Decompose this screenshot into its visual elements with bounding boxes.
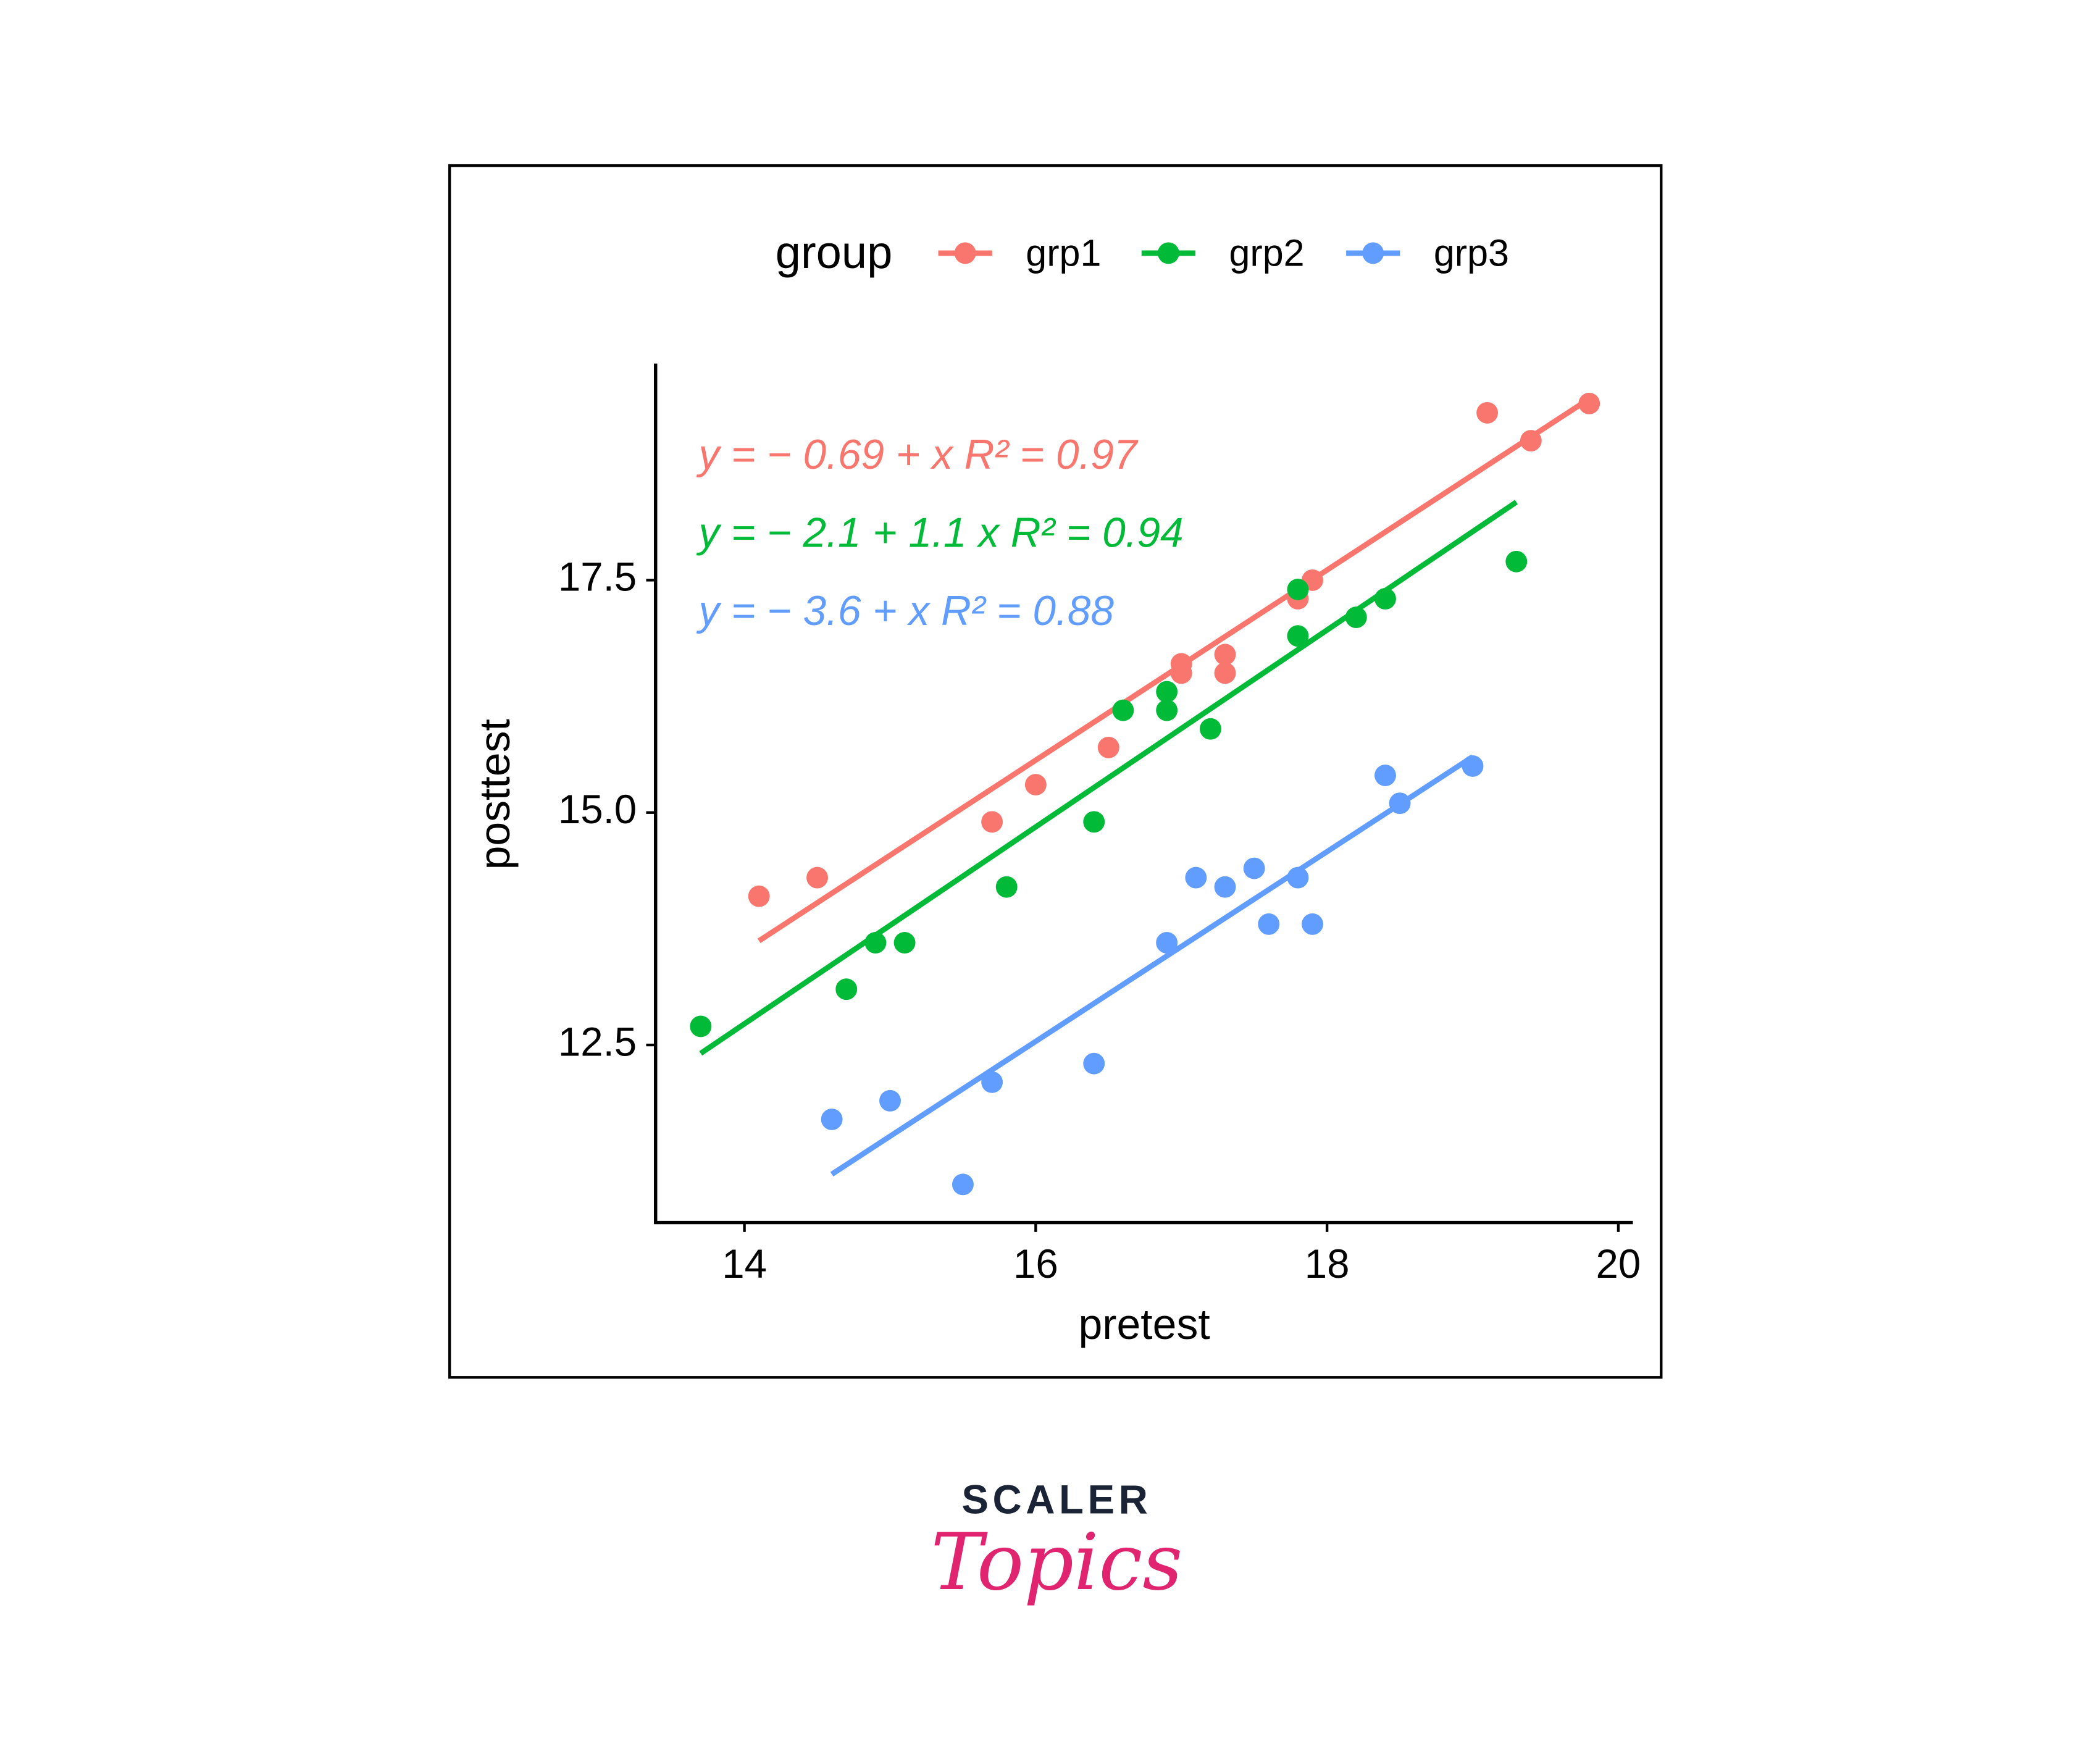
point bbox=[1374, 588, 1396, 610]
x-tick-label: 14 bbox=[722, 1241, 767, 1286]
point bbox=[981, 811, 1003, 833]
x-tick-label: 16 bbox=[1013, 1241, 1058, 1286]
point bbox=[1214, 876, 1236, 898]
legend-label: grp1 bbox=[1026, 232, 1101, 274]
legend-title: group bbox=[776, 227, 893, 278]
point bbox=[1170, 662, 1192, 684]
point bbox=[981, 1071, 1003, 1093]
point bbox=[835, 978, 858, 1000]
point bbox=[806, 866, 828, 889]
point bbox=[1302, 913, 1323, 935]
chart-frame bbox=[448, 164, 1663, 1379]
point bbox=[1287, 625, 1309, 647]
point bbox=[1476, 401, 1499, 424]
equation: y = − 0.69 + x R² = 0.97 bbox=[696, 432, 1138, 478]
point bbox=[821, 1109, 843, 1130]
point bbox=[1243, 857, 1265, 879]
point bbox=[1258, 913, 1280, 935]
y-axis-label: posttest bbox=[471, 719, 519, 870]
point bbox=[1156, 681, 1178, 703]
legend-key-point bbox=[1157, 242, 1179, 264]
point bbox=[1520, 430, 1542, 452]
point bbox=[1199, 718, 1221, 740]
y-tick-label: 17.5 bbox=[558, 555, 637, 600]
point bbox=[690, 1015, 712, 1038]
point bbox=[893, 932, 916, 954]
legend-key-point bbox=[954, 242, 976, 264]
x-tick-label: 20 bbox=[1596, 1241, 1641, 1286]
x-tick-label: 18 bbox=[1305, 1241, 1350, 1286]
legend-key-point bbox=[1362, 242, 1384, 264]
point bbox=[864, 932, 887, 954]
x-axis-label: pretest bbox=[1078, 1300, 1210, 1348]
legend-label: grp3 bbox=[1434, 232, 1509, 274]
legend-label: grp2 bbox=[1229, 232, 1304, 274]
point bbox=[995, 876, 1018, 898]
logo-top: SCALER bbox=[961, 1477, 1152, 1522]
point bbox=[1097, 736, 1119, 758]
point bbox=[1156, 932, 1178, 954]
equation: y = − 2.1 + 1.1 x R² = 0.94 bbox=[696, 510, 1183, 556]
point bbox=[1505, 550, 1528, 573]
point bbox=[1287, 578, 1309, 600]
point bbox=[1374, 765, 1396, 786]
y-tick-label: 12.5 bbox=[558, 1019, 637, 1064]
point bbox=[1578, 392, 1600, 414]
point bbox=[748, 885, 770, 907]
point bbox=[1156, 699, 1178, 721]
point bbox=[1024, 774, 1047, 795]
point bbox=[1112, 699, 1134, 721]
point bbox=[1345, 606, 1367, 629]
point bbox=[1214, 644, 1236, 666]
point bbox=[1083, 811, 1105, 833]
point bbox=[952, 1173, 974, 1196]
point bbox=[1389, 792, 1411, 815]
point bbox=[1185, 866, 1207, 889]
point bbox=[1462, 755, 1484, 777]
logo-bottom: Topics bbox=[931, 1517, 1183, 1608]
y-tick-label: 15.0 bbox=[558, 787, 637, 832]
point bbox=[1287, 866, 1309, 889]
point bbox=[879, 1089, 901, 1112]
point bbox=[1214, 662, 1236, 684]
equation: y = − 3.6 + x R² = 0.88 bbox=[696, 588, 1114, 634]
point bbox=[1083, 1052, 1105, 1075]
fit-line bbox=[830, 754, 1475, 1176]
